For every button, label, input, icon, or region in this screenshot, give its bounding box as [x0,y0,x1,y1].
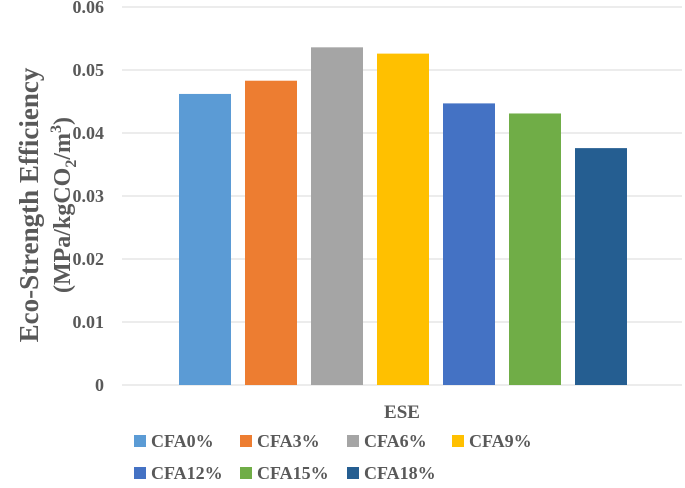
legend-swatch [134,467,146,479]
legend-label: CFA12% [151,463,223,483]
legend-swatch [347,435,359,447]
bar-cfa18pct [575,148,627,385]
legend-swatch [240,435,252,447]
legend: CFA0% CFA3% CFA6% CFA9% CFA12% CFA15% CFA18% [134,431,532,483]
bar-cfa3pct [245,80,297,386]
bar-cfa6pct [311,47,363,385]
y-tick-label: 0.06 [73,0,105,17]
y-tick-label: 0.02 [73,249,105,269]
y-tick-labels: 0 0.01 0.02 0.03 0.04 0.05 0.06 [73,0,105,395]
y-tick-label: 0 [95,375,104,395]
legend-label: CFA15% [257,463,329,483]
legend-swatch [452,435,464,447]
bar-cfa0pct [179,93,231,385]
bar-group [179,47,627,386]
legend-swatch [134,435,146,447]
legend-label: CFA6% [364,431,427,451]
bar-cfa15pct [509,113,561,385]
legend-label: CFA0% [151,431,214,451]
legend-swatch [347,467,359,479]
x-category-label: ESE [384,402,420,423]
y-axis-title: Eco-Strength Efficiency (MPa/kgCO2/m3) [14,67,80,342]
legend-label: CFA9% [469,431,532,451]
y-tick-label: 0.05 [73,60,105,80]
legend-label: CFA18% [364,463,436,483]
bar-cfa12pct [443,103,495,385]
y-tick-label: 0.01 [73,312,105,332]
bar-cfa9pct [377,53,429,386]
y-axis-title-line2: (MPa/kgCO2/m3) [48,117,80,293]
y-tick-label: 0.03 [73,186,105,206]
y-axis-title-line1: Eco-Strength Efficiency [14,67,44,342]
legend-swatch [240,467,252,479]
y-tick-label: 0.04 [73,123,105,143]
legend-label: CFA3% [257,431,320,451]
